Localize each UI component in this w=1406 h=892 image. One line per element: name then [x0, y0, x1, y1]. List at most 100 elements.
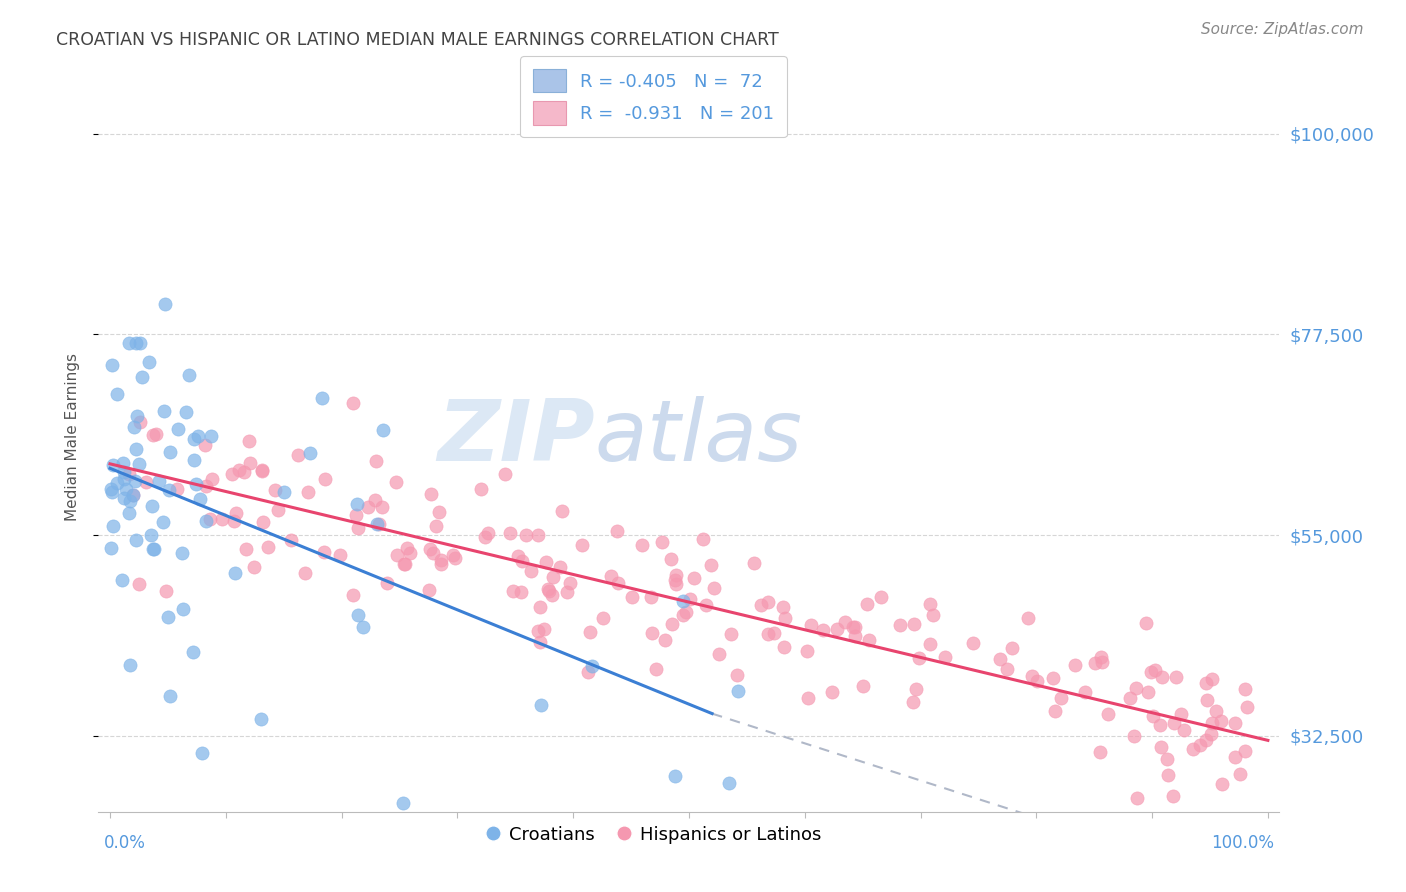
Point: [425, 519, 447, 533]
Point: [541, 570, 564, 584]
Point: [111, 573, 134, 587]
Point: [540, 588, 562, 602]
Point: [191, 746, 214, 760]
Point: [1084, 657, 1107, 671]
Point: [112, 472, 135, 486]
Point: [558, 575, 581, 590]
Point: [672, 608, 695, 623]
Point: [1090, 650, 1112, 665]
Point: [1173, 723, 1195, 737]
Point: [555, 585, 578, 599]
Point: [720, 626, 742, 640]
Point: [342, 588, 364, 602]
Point: [174, 405, 197, 419]
Point: [527, 528, 550, 542]
Point: [100, 482, 122, 496]
Point: [128, 577, 150, 591]
Point: [200, 512, 222, 526]
Point: [579, 625, 602, 640]
Point: [429, 557, 451, 571]
Point: [142, 542, 165, 557]
Point: [581, 659, 603, 673]
Point: [427, 505, 450, 519]
Point: [142, 427, 165, 442]
Point: [1233, 744, 1256, 758]
Point: [934, 649, 956, 664]
Point: [811, 623, 834, 637]
Point: [329, 548, 352, 562]
Point: [342, 396, 364, 410]
Point: [988, 652, 1011, 666]
Point: [371, 423, 394, 437]
Point: [311, 391, 333, 405]
Point: [100, 358, 122, 372]
Point: [799, 618, 821, 632]
Point: [725, 668, 748, 682]
Point: [520, 564, 543, 578]
Point: [1194, 733, 1216, 747]
Point: [1164, 670, 1187, 684]
Point: [257, 540, 280, 554]
Point: [1137, 684, 1160, 698]
Point: [773, 610, 796, 624]
Point: [224, 514, 246, 528]
Point: [100, 541, 122, 556]
Point: [599, 569, 621, 583]
Point: [128, 415, 150, 429]
Point: [749, 599, 772, 613]
Point: [396, 541, 419, 556]
Point: [122, 420, 145, 434]
Point: [631, 538, 654, 552]
Point: [537, 584, 560, 599]
Point: [1157, 768, 1180, 782]
Point: [905, 681, 928, 696]
Point: [1195, 676, 1218, 690]
Point: [533, 622, 555, 636]
Point: [707, 648, 730, 662]
Point: [125, 442, 148, 456]
Point: [224, 566, 246, 580]
Point: [418, 582, 440, 597]
Point: [695, 599, 717, 613]
Point: [1091, 655, 1114, 669]
Point: [1223, 715, 1246, 730]
Point: [364, 493, 387, 508]
Point: [703, 581, 725, 595]
Point: [127, 409, 149, 423]
Point: [1205, 704, 1227, 718]
Point: [172, 602, 194, 616]
Point: [665, 567, 688, 582]
Point: [352, 619, 374, 633]
Point: [145, 426, 167, 441]
Point: [159, 445, 181, 459]
Point: [502, 584, 524, 599]
Point: [692, 532, 714, 546]
Point: [671, 594, 693, 608]
Point: [384, 475, 406, 489]
Point: [444, 550, 467, 565]
Point: [183, 453, 205, 467]
Point: [606, 575, 628, 590]
Point: [121, 488, 143, 502]
Point: [474, 530, 496, 544]
Point: [1236, 700, 1258, 714]
Point: [1161, 789, 1184, 803]
Point: [1170, 706, 1192, 721]
Point: [1201, 672, 1223, 686]
Point: [844, 629, 866, 643]
Point: [183, 432, 205, 446]
Point: [640, 590, 662, 604]
Point: [742, 557, 765, 571]
Point: [756, 595, 779, 609]
Point: [221, 467, 243, 481]
Point: [918, 637, 941, 651]
Point: [252, 464, 274, 478]
Point: [422, 546, 444, 560]
Point: [142, 542, 165, 557]
Point: [243, 559, 266, 574]
Point: [825, 623, 848, 637]
Point: [510, 554, 533, 568]
Point: [1144, 663, 1167, 677]
Point: [537, 582, 560, 596]
Point: [858, 633, 880, 648]
